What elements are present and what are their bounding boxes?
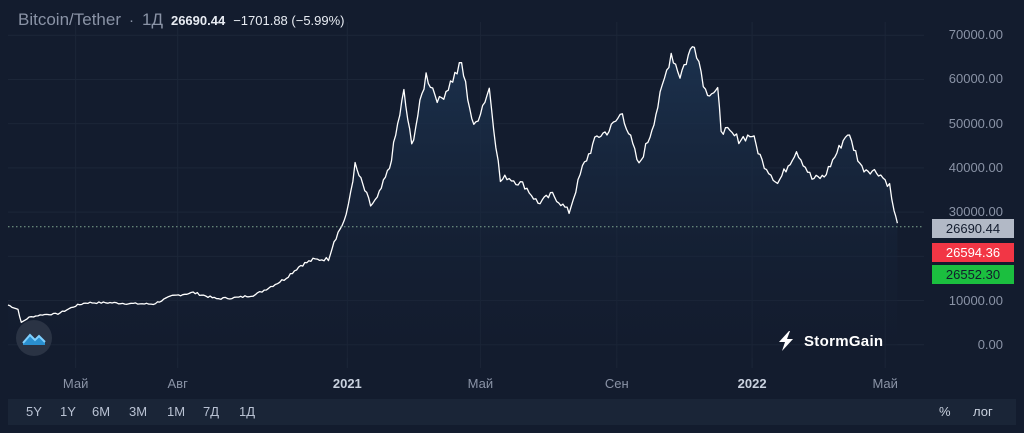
- x-tick-label: 2021: [332, 376, 362, 391]
- y-tick-label: 70000.00: [948, 27, 1003, 43]
- lightning-logo-icon: [779, 331, 793, 351]
- y-tick-label: 0.00: [977, 336, 1003, 352]
- current-price: 26690.44: [170, 13, 226, 28]
- percent-scale-button[interactable]: %: [939, 404, 951, 419]
- stormgain-brand: StormGain: [776, 330, 883, 352]
- x-tick-label: 2022: [737, 376, 767, 391]
- symbol-name[interactable]: Bitcoin/Tether: [18, 10, 121, 29]
- y-tick-label: 50000.00: [948, 115, 1003, 131]
- chart-header: Bitcoin/Tether · 1Д 26690.44 −1701.88 (−…: [18, 10, 345, 30]
- range-1m-button[interactable]: 1M: [167, 404, 186, 419]
- y-tick-label: 30000.00: [948, 204, 1003, 220]
- range-1y-button[interactable]: 1Y: [60, 404, 76, 419]
- tradingview-logo-icon[interactable]: [16, 320, 52, 356]
- range-6m-button[interactable]: 6M: [92, 404, 111, 419]
- brand-name: StormGain: [804, 332, 884, 350]
- timeframe-label[interactable]: 1Д: [142, 10, 163, 29]
- range-1d-button[interactable]: 1Д: [239, 404, 256, 419]
- price-label: 26594.36: [932, 243, 1014, 262]
- price-change: −1701.88 (−5.99%): [233, 13, 345, 28]
- range-7d-button[interactable]: 7Д: [203, 404, 220, 419]
- y-tick-label: 10000.00: [948, 292, 1003, 308]
- price-label: 26552.30: [932, 265, 1014, 284]
- x-tick-label: Май: [872, 376, 898, 391]
- price-area: [8, 46, 898, 358]
- range-3m-button[interactable]: 3M: [129, 404, 148, 419]
- y-tick-label: 40000.00: [948, 159, 1003, 175]
- range-toolbar: 5Y 1Y 6M 3M 1M 7Д 1Д % лог: [8, 399, 1016, 425]
- x-tick-label: Май: [467, 376, 494, 391]
- x-tick-label: Сен: [604, 376, 629, 391]
- price-line: [7, 46, 899, 323]
- x-tick-label: Авг: [167, 376, 188, 391]
- range-5y-button[interactable]: 5Y: [26, 404, 42, 419]
- log-scale-button[interactable]: лог: [973, 404, 993, 419]
- x-tick-label: Май: [62, 376, 89, 391]
- price-label: 26690.44: [932, 219, 1014, 238]
- y-tick-label: 60000.00: [948, 71, 1003, 87]
- header-separator: ·: [129, 12, 134, 29]
